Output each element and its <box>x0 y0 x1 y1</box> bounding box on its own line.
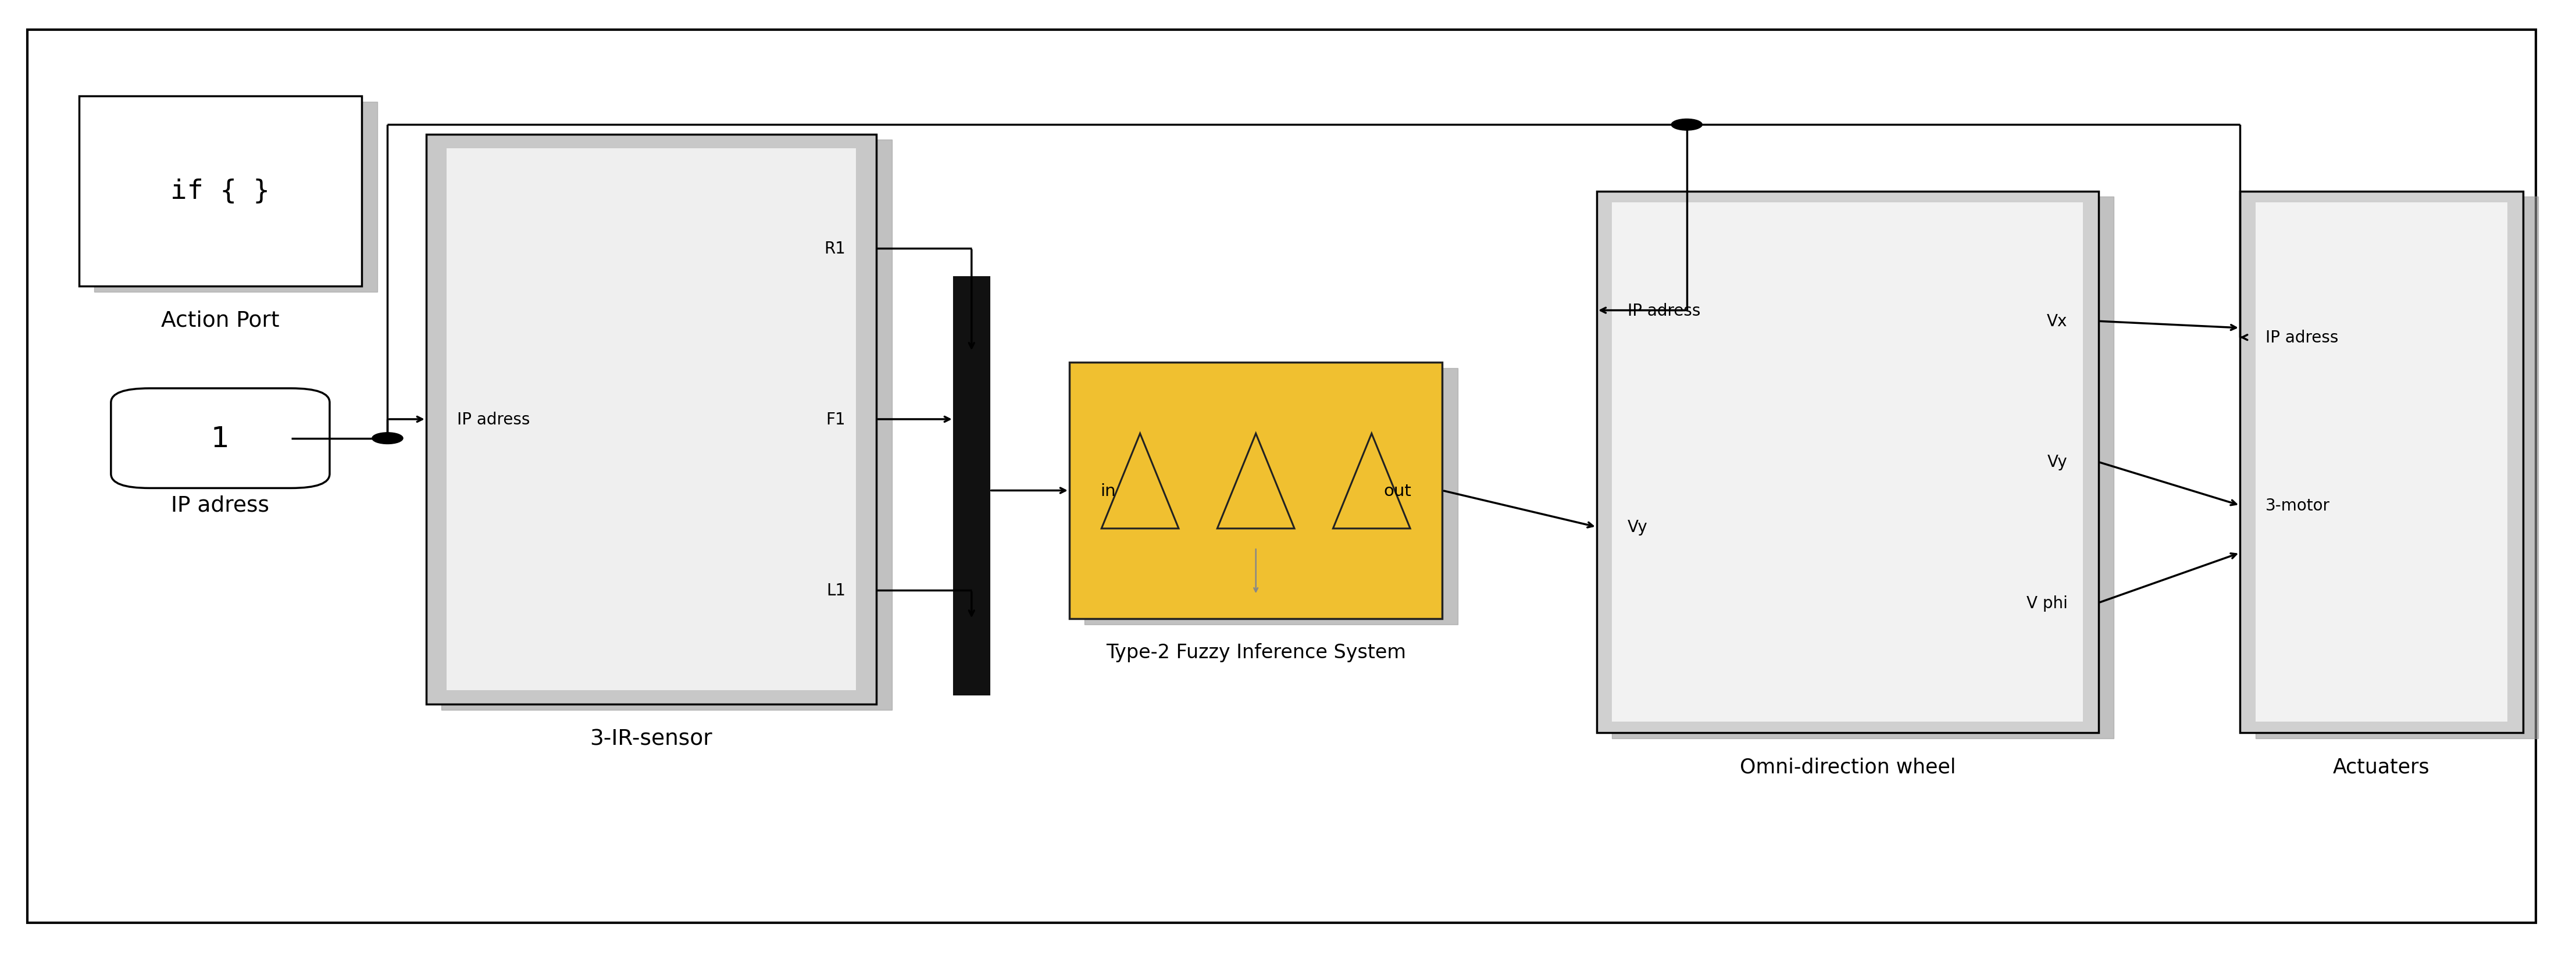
Text: Actuaters: Actuaters <box>2334 757 2429 777</box>
FancyBboxPatch shape <box>111 389 330 488</box>
Text: L1: L1 <box>827 582 845 598</box>
FancyBboxPatch shape <box>1069 362 1443 618</box>
Text: if { }: if { } <box>170 178 270 205</box>
Text: 3-IR-sensor: 3-IR-sensor <box>590 728 714 749</box>
FancyBboxPatch shape <box>446 149 855 690</box>
Polygon shape <box>2257 197 2537 739</box>
Text: 1: 1 <box>211 425 229 453</box>
Text: Vy: Vy <box>2048 455 2069 471</box>
FancyBboxPatch shape <box>2241 192 2522 733</box>
FancyBboxPatch shape <box>1613 203 2084 721</box>
Text: R1: R1 <box>824 240 845 256</box>
Text: Action Port: Action Port <box>162 311 278 332</box>
FancyBboxPatch shape <box>425 134 876 704</box>
Polygon shape <box>1084 368 1458 624</box>
Polygon shape <box>1613 197 2115 739</box>
FancyBboxPatch shape <box>1597 192 2099 733</box>
Polygon shape <box>440 140 891 710</box>
Text: Omni-direction wheel: Omni-direction wheel <box>1739 757 1955 777</box>
Text: out: out <box>1383 482 1412 498</box>
Text: IP adress: IP adress <box>170 495 270 516</box>
FancyBboxPatch shape <box>953 277 989 695</box>
FancyBboxPatch shape <box>80 96 361 287</box>
Text: Vx: Vx <box>2048 314 2069 330</box>
Circle shape <box>371 433 402 444</box>
Text: IP adress: IP adress <box>2267 330 2339 346</box>
FancyBboxPatch shape <box>2257 203 2506 721</box>
Text: IP adress: IP adress <box>456 412 531 428</box>
Text: in: in <box>1100 482 1115 498</box>
Circle shape <box>1672 119 1703 131</box>
Text: Vy: Vy <box>1628 519 1649 536</box>
Text: V phi: V phi <box>2027 595 2069 611</box>
Text: F1: F1 <box>827 412 845 428</box>
Text: 3-motor: 3-motor <box>2267 497 2331 514</box>
FancyBboxPatch shape <box>28 30 2535 923</box>
Text: Type-2 Fuzzy Inference System: Type-2 Fuzzy Inference System <box>1105 642 1406 662</box>
Polygon shape <box>95 102 376 293</box>
Text: IP adress: IP adress <box>1628 302 1700 319</box>
